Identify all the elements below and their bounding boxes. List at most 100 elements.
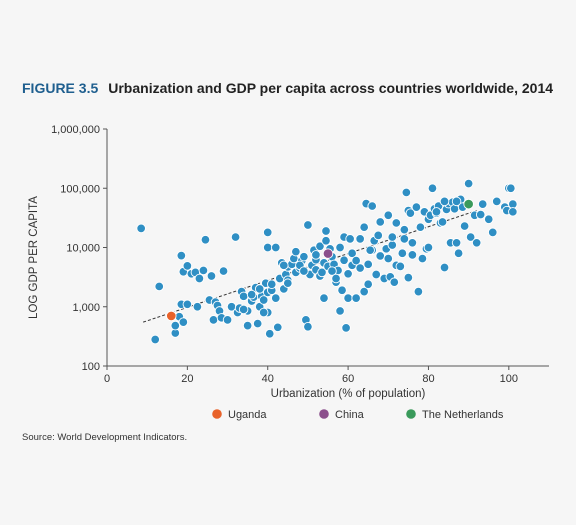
country-point <box>417 253 428 264</box>
country-point <box>345 234 355 244</box>
country-point <box>246 289 257 300</box>
country-point <box>317 267 327 278</box>
country-point <box>200 235 211 245</box>
country-point <box>465 232 476 242</box>
country-point <box>182 261 193 271</box>
country-point <box>373 230 383 241</box>
country-point <box>154 281 164 292</box>
country-point <box>437 217 448 227</box>
figure-label: FIGURE 3.5 <box>22 80 99 96</box>
country-point <box>291 246 301 257</box>
country-point <box>321 235 331 246</box>
country-point <box>335 242 345 253</box>
legend-marker-uganda <box>212 409 222 419</box>
country-point <box>405 208 416 218</box>
country-point <box>339 255 349 265</box>
country-point <box>415 222 426 232</box>
country-point <box>387 232 398 242</box>
y-axis-title: LOG GDP PER CAPITA <box>28 196 40 319</box>
country-point <box>483 214 494 224</box>
highlight-layer <box>166 198 474 322</box>
country-point <box>273 322 283 333</box>
country-point <box>206 271 217 281</box>
y-tick-label: 1,000,000 <box>51 124 100 136</box>
country-point <box>439 262 450 273</box>
country-point <box>194 273 205 284</box>
country-point <box>431 207 442 217</box>
country-point <box>492 196 502 207</box>
country-point <box>359 286 369 297</box>
country-point <box>351 255 361 266</box>
country-point <box>242 320 253 331</box>
country-point <box>477 199 488 209</box>
country-point <box>258 307 269 318</box>
highlight-point-the-netherlands <box>463 198 474 210</box>
country-point <box>264 329 275 339</box>
country-point <box>299 251 309 262</box>
country-point <box>463 178 474 189</box>
country-point <box>230 232 241 242</box>
legend-marker-china <box>319 409 329 419</box>
country-point <box>375 251 385 261</box>
country-point <box>176 250 187 261</box>
country-point <box>399 224 410 235</box>
country-point <box>363 259 373 270</box>
legend-label-china: China <box>335 409 365 421</box>
country-point <box>258 295 269 305</box>
country-point <box>391 218 402 228</box>
country-point <box>254 284 265 294</box>
country-point <box>343 269 353 279</box>
country-point <box>411 202 422 212</box>
tick-label-layer: 0 20 40 60 80 100 100 1,000 10,000 100,000 1,000,0… <box>51 124 518 385</box>
country-point <box>341 323 351 333</box>
country-point <box>471 238 482 248</box>
x-tick-label: 80 <box>422 373 434 385</box>
country-point <box>401 187 412 198</box>
country-point <box>389 277 400 287</box>
country-point <box>351 293 361 303</box>
country-point <box>423 242 434 253</box>
country-point <box>355 263 365 273</box>
y-tick-label: 100 <box>82 361 100 373</box>
country-point <box>453 248 464 258</box>
country-point <box>337 285 347 295</box>
country-point <box>327 266 337 276</box>
country-point <box>218 266 229 276</box>
highlight-point-china <box>322 248 334 259</box>
y-tick-label: 100,000 <box>60 183 100 195</box>
figure-title-text: Urbanization and GDP per capita across c… <box>108 80 554 96</box>
x-tick-label: 60 <box>342 373 354 385</box>
x-tick-label: 20 <box>181 373 193 385</box>
country-point <box>508 207 518 217</box>
country-point <box>311 250 321 260</box>
country-point <box>355 234 365 244</box>
y-tick-label: 10,000 <box>66 243 100 255</box>
country-point <box>303 220 313 230</box>
country-point <box>363 279 373 289</box>
country-point <box>262 227 273 238</box>
country-point <box>319 293 329 303</box>
country-point <box>321 226 331 236</box>
country-point <box>238 291 249 302</box>
country-point <box>427 183 438 193</box>
country-point <box>252 318 263 329</box>
country-point <box>383 253 394 264</box>
country-point <box>303 321 313 332</box>
country-point <box>399 234 410 244</box>
figure-title: FIGURE 3.5 Urbanization and GDP per capit… <box>22 80 553 96</box>
country-point <box>397 248 408 258</box>
x-tick-label: 0 <box>104 373 110 385</box>
legend-label-the-netherlands: The Netherlands <box>422 409 504 421</box>
country-point <box>487 227 498 238</box>
country-point <box>170 320 181 331</box>
country-point <box>262 242 273 253</box>
country-point <box>150 334 160 345</box>
country-point <box>315 241 325 251</box>
country-point <box>395 261 406 272</box>
country-point <box>238 304 249 315</box>
country-point <box>371 269 381 280</box>
country-point <box>383 210 394 221</box>
legend-label-uganda: Uganda <box>228 409 267 421</box>
